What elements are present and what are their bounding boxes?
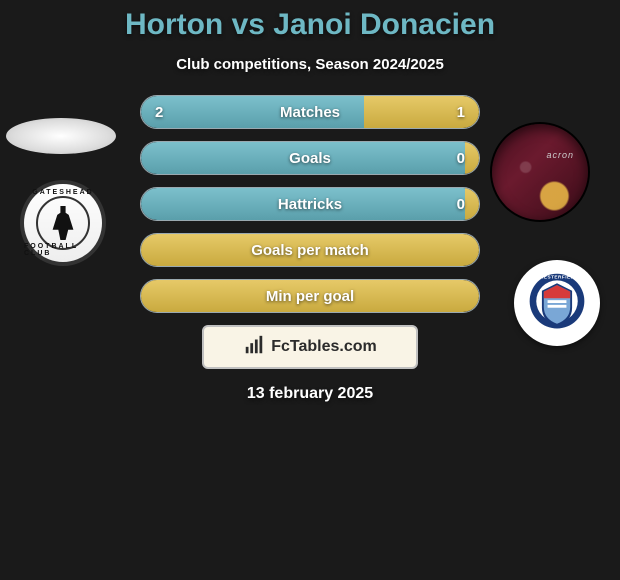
stat-label: Min per goal [141, 288, 479, 305]
stat-row-matches: 2 Matches 1 [140, 95, 480, 129]
stat-row-hattricks: Hattricks 0 [140, 187, 480, 221]
stat-right-value: 0 [457, 196, 465, 213]
stat-label: Goals [141, 150, 479, 167]
page-title: Horton vs Janoi Donacien [0, 0, 620, 42]
stat-label: Matches [141, 104, 479, 121]
stats-rows: 2 Matches 1 Goals 0 Hattricks 0 Goals pe… [0, 95, 620, 313]
brand-text: FcTables.com [271, 338, 377, 356]
stat-row-goals: Goals 0 [140, 141, 480, 175]
stat-label: Goals per match [141, 242, 479, 259]
stat-row-min-per-goal: Min per goal [140, 279, 480, 313]
date-text: 13 february 2025 [0, 385, 620, 403]
stat-label: Hattricks [141, 196, 479, 213]
brand-box: FcTables.com [202, 325, 418, 369]
stat-row-goals-per-match: Goals per match [140, 233, 480, 267]
stat-right-value: 0 [457, 150, 465, 167]
stat-right-value: 1 [457, 104, 465, 121]
bar-chart-icon [243, 334, 265, 361]
subtitle: Club competitions, Season 2024/2025 [0, 56, 620, 73]
